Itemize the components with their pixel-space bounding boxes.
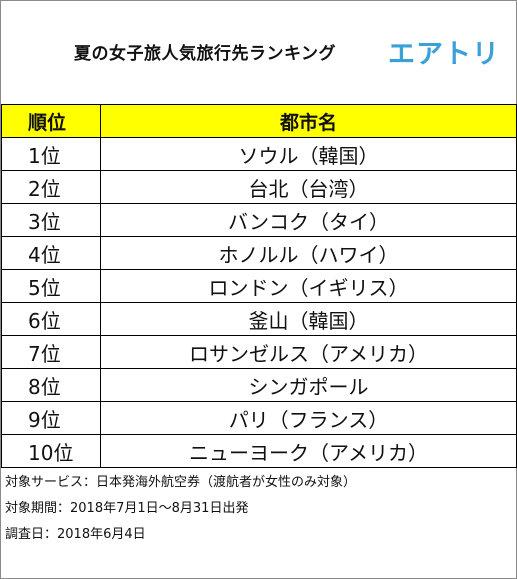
rank-column-header: 順位 [1,104,101,138]
table-row: 1位 ソウル（韓国） [1,137,517,171]
note-target-period: 対象期間：2018年7月1日～8月31日出発 [5,501,249,516]
table-row: 2位 台北（台湾） [1,170,517,204]
table-row: 6位 釜山（韓国） [1,302,517,336]
rank-cell: 7位 [1,335,101,369]
city-cell: 釜山（韓国） [100,302,517,336]
city-cell: ロサンゼルス（アメリカ） [100,335,517,369]
table-row: 3位 バンコク（タイ） [1,203,517,237]
rank-cell: 2位 [1,170,101,204]
city-cell: パリ（フランス） [100,401,517,435]
card-header: 夏の女子旅人気旅行先ランキング エアトリ [1,1,516,104]
city-cell: ソウル（韓国） [100,137,517,171]
rank-cell: 1位 [1,137,101,171]
note-survey-date: 調査日：2018年6月4日 [5,527,146,542]
rank-cell: 5位 [1,269,101,303]
table-row: 5位 ロンドン（イギリス） [1,269,517,303]
rank-cell: 9位 [1,401,101,435]
rank-cell: 10位 [1,434,101,468]
city-cell: バンコク（タイ） [100,203,517,237]
rank-cell: 4位 [1,236,101,270]
note-target-service: 対象サービス：日本発海外航空券（渡航者が女性のみ対象） [5,475,357,490]
table-row: 10位 ニューヨーク（アメリカ） [1,434,517,468]
table-row: 4位 ホノルル（ハワイ） [1,236,517,270]
page-title: 夏の女子旅人気旅行先ランキング [74,44,336,64]
footnotes: 対象サービス：日本発海外航空券（渡航者が女性のみ対象） 対象期間：2018年7月… [5,470,356,548]
ranking-table: 順位 都市名 1位 ソウル（韓国） 2位 台北（台湾） 3位 バンコク（タイ） … [1,104,517,468]
rank-cell: 3位 [1,203,101,237]
table-row: 8位 シンガポール [1,368,517,402]
city-cell: 台北（台湾） [100,170,517,204]
rank-cell: 6位 [1,302,101,336]
rank-cell: 8位 [1,368,101,402]
city-cell: ロンドン（イギリス） [100,269,517,303]
table-row: 9位 パリ（フランス） [1,401,517,435]
table-row: 7位 ロサンゼルス（アメリカ） [1,335,517,369]
city-cell: ホノルル（ハワイ） [100,236,517,270]
city-cell: シンガポール [100,368,517,402]
brand-logo: エアトリ [388,39,500,70]
city-cell: ニューヨーク（アメリカ） [100,434,517,468]
table-header-row: 順位 都市名 [1,104,517,138]
city-column-header: 都市名 [100,104,517,138]
